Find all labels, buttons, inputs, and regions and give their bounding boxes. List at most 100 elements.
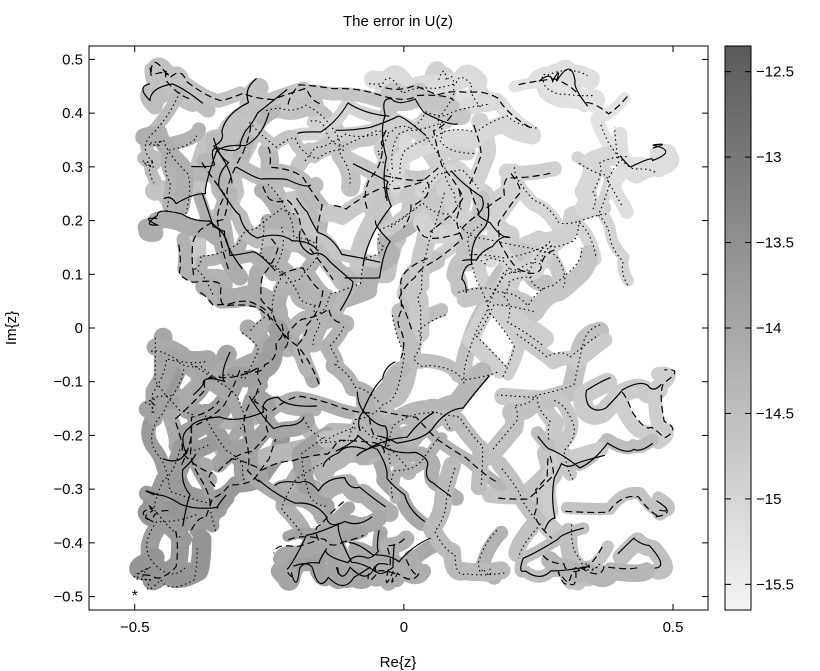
contour-line <box>189 400 220 506</box>
contour-line <box>262 186 334 281</box>
contour-line <box>585 377 662 411</box>
contour-line <box>538 68 589 107</box>
contour-line <box>300 435 328 507</box>
contour-line <box>287 84 455 105</box>
x-axis: −0.5 0 0.5 <box>120 46 683 636</box>
contour-line <box>417 192 445 341</box>
error-region <box>573 372 668 425</box>
error-region <box>406 175 453 343</box>
error-region <box>284 191 381 269</box>
contour-line <box>617 537 662 569</box>
contour-line <box>243 390 260 483</box>
contour-line <box>272 395 375 436</box>
error-region <box>508 74 631 122</box>
contour-line <box>266 183 319 284</box>
y-tick-label: −0.5 <box>53 589 83 606</box>
contour-line <box>146 514 197 575</box>
contour-line <box>200 160 229 270</box>
contour-line <box>249 217 284 331</box>
y-tick-label: 0.4 <box>62 105 83 122</box>
contour-line <box>297 102 390 134</box>
contour-line <box>133 548 198 590</box>
error-region <box>239 378 269 483</box>
error-region <box>146 436 218 548</box>
contour-line <box>458 247 583 307</box>
contour-line <box>154 337 197 417</box>
error-region <box>239 114 350 164</box>
contour-line <box>181 453 197 527</box>
contour-line <box>376 135 395 200</box>
contour-line <box>324 529 380 564</box>
contour-line <box>570 524 601 571</box>
contour-line <box>494 455 555 500</box>
contour-line <box>367 559 420 583</box>
error-region <box>605 126 635 219</box>
contour-line <box>204 415 251 484</box>
contour-line <box>287 548 328 583</box>
contour-line <box>149 61 190 100</box>
contour-line <box>140 530 179 579</box>
contour-line <box>142 83 204 104</box>
error-region <box>387 115 541 193</box>
contour-line <box>181 323 284 465</box>
contour-line <box>230 439 385 471</box>
error-region <box>456 245 598 322</box>
error-region <box>137 82 188 186</box>
contour-line <box>281 458 331 537</box>
contour-line <box>344 220 392 279</box>
contour-line <box>173 367 258 488</box>
contour-line <box>303 133 378 163</box>
contour-line <box>192 351 231 396</box>
contour-line <box>497 172 555 274</box>
contour-line <box>486 172 551 209</box>
error-region <box>129 529 212 591</box>
contour-line <box>330 167 439 210</box>
contour-line <box>248 121 347 160</box>
contour-line <box>553 399 575 480</box>
contour-line <box>288 534 364 546</box>
error-region <box>571 151 634 287</box>
error-region <box>137 211 249 286</box>
y-tick-label: −0.2 <box>53 427 83 444</box>
contour-line <box>434 467 505 576</box>
error-region <box>357 360 411 447</box>
contour-line <box>591 156 628 210</box>
contour-line <box>390 436 440 498</box>
colorbar-tick-label: −14.5 <box>756 405 794 422</box>
chart-title: The error in U(z) <box>343 13 453 30</box>
contour-line <box>358 361 396 432</box>
error-region <box>533 441 609 532</box>
contour-line <box>619 143 667 168</box>
contour-line <box>267 146 323 249</box>
contour-line <box>335 115 427 136</box>
contour-line <box>145 395 172 414</box>
colorbar-tick-label: −13 <box>756 149 781 166</box>
contour-line <box>260 234 320 385</box>
error-region <box>486 163 560 281</box>
contour-line <box>390 202 566 288</box>
contour-line <box>265 104 351 188</box>
contour-line <box>501 468 542 559</box>
error-region <box>135 124 194 216</box>
contour-line <box>162 396 317 462</box>
contour-line <box>381 98 458 201</box>
contour-line <box>502 276 543 346</box>
contour-line <box>385 538 405 584</box>
contour-line <box>196 291 271 321</box>
y-axis-label: Im{z} <box>3 311 20 345</box>
contour-line <box>293 563 371 587</box>
colorbar-tick-label: −15.5 <box>756 576 794 593</box>
contour-line <box>399 115 537 177</box>
contour-line <box>190 438 277 531</box>
error-region <box>414 162 483 198</box>
contour-line <box>335 544 395 577</box>
contour-line <box>201 193 276 272</box>
contour-line <box>286 516 373 570</box>
x-tick-label: −0.5 <box>120 619 150 636</box>
contour-line <box>274 476 387 508</box>
contour-line <box>565 495 668 519</box>
error-region <box>544 387 579 481</box>
y-tick-label: 0.2 <box>62 213 83 230</box>
y-tick-label: −0.1 <box>53 374 83 391</box>
